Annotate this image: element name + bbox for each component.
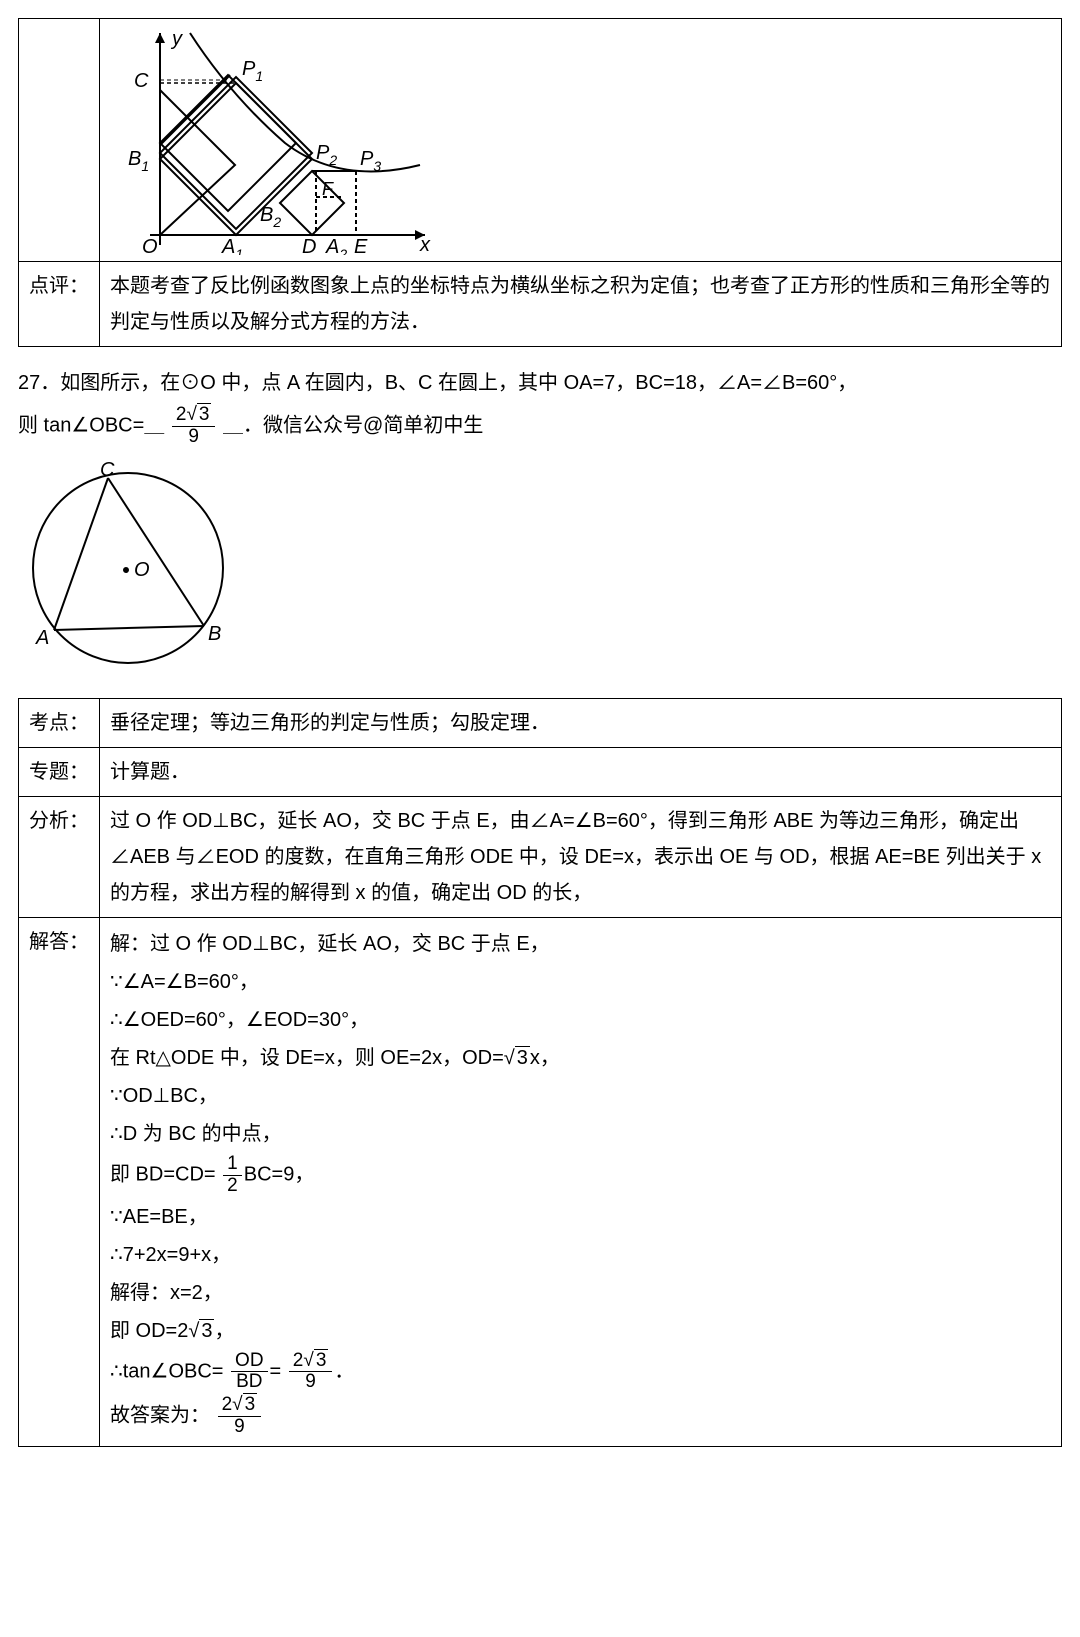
jd-l4: 在 Rt△ODE 中，设 DE=x，则 OE=2x，OD=√3x， (110, 1040, 1051, 1076)
svg-text:E: E (354, 236, 368, 255)
top-dianping-text: 本题考查了反比例函数图象上点的坐标特点为横纵坐标之积为定值；也考查了正方形的性质… (100, 262, 1062, 347)
jd-l13-d: 9 (218, 1417, 262, 1438)
jd-l12-f1n: OD (231, 1351, 268, 1373)
jd-l12-f2nr: 3 (314, 1349, 329, 1371)
jd-l12-pre: ∴tan∠OBC= (110, 1360, 223, 1382)
jd-l12-eq: = (270, 1360, 282, 1382)
jd-l12-f2na: 2 (293, 1350, 304, 1371)
svg-text:B1: B1 (128, 148, 149, 174)
svg-text:A: A (35, 627, 49, 649)
zhuanti-label: 专题： (19, 747, 100, 796)
jd-l6: ∴D 为 BC 的中点， (110, 1116, 1051, 1152)
svg-text:O: O (134, 559, 150, 581)
problem27: 27．如图所示，在⊙O 中，点 A 在圆内，B、C 在圆上，其中 OA=7，BC… (18, 365, 1062, 448)
jd-l7-den: 2 (223, 1176, 242, 1197)
svg-text:P3: P3 (360, 148, 381, 174)
p27-line2-pre: 则 tan∠OBC=＿ (18, 415, 164, 437)
jd-l7-num: 1 (223, 1154, 242, 1176)
jieda-cell: 解：过 O 作 OD⊥BC，延长 AO，交 BC 于点 E， ∵∠A=∠B=60… (100, 917, 1062, 1446)
p27-ans-rad: 3 (197, 403, 212, 425)
svg-text:x: x (419, 234, 431, 255)
svg-text:D: D (302, 236, 316, 255)
jd-l4-post: x， (530, 1047, 560, 1069)
svg-text:O: O (142, 236, 158, 255)
p27-line1: 如图所示，在⊙O 中，点 A 在圆内，B、C 在圆上，其中 OA=7，BC=18… (60, 372, 857, 394)
jd-l1: 解：过 O 作 OD⊥BC，延长 AO，交 BC 于点 E， (110, 926, 1051, 962)
jd-l12-f2d: 9 (289, 1372, 333, 1393)
top-dianping-label: 点评： (19, 262, 100, 347)
figure2-box: O C A B (18, 458, 1062, 678)
jd-l3: ∴∠OED=60°，∠EOD=30°， (110, 1002, 1051, 1038)
figure2-svg: O C A B (18, 458, 238, 678)
kaodian-label: 考点： (19, 698, 100, 747)
jd-l4-rad: 3 (515, 1046, 530, 1069)
p27-num: 27． (18, 372, 60, 394)
kaodian-text: 垂径定理；等边三角形的判定与性质；勾股定理． (100, 698, 1062, 747)
jd-l13-nr: 3 (243, 1393, 258, 1415)
svg-text:A1: A1 (221, 236, 243, 255)
p27-answer-frac: 2√3 9 (172, 405, 216, 448)
jd-l13-na: 2 (222, 1394, 233, 1415)
svg-text:C: C (134, 70, 149, 92)
fenxi-label: 分析： (19, 796, 100, 917)
jd-l9: ∴7+2x=9+x， (110, 1237, 1051, 1273)
jd-l12: ∴tan∠OBC= OD BD = 2√3 9 ． (110, 1351, 1051, 1394)
figure1-svg: y C B1 P1 P2 P3 B2 F O A1 D A2 E x (110, 25, 440, 255)
jd-l12-f1d: BD (231, 1372, 268, 1393)
jd-l7-pre: 即 BD=CD= (110, 1163, 216, 1185)
fig1-y-label: y (170, 28, 183, 50)
jd-l11-rad: 3 (199, 1319, 214, 1342)
svg-text:A2: A2 (325, 236, 347, 255)
jieda-label: 解答： (19, 917, 100, 1446)
jd-l12-frac2: 2√3 9 (289, 1351, 333, 1394)
jd-l11-pre: 即 OD=2 (110, 1320, 188, 1342)
p27-line2-post: ＿．微信公众号@简单初中生 (223, 415, 483, 437)
jd-l10: 解得：x=2， (110, 1275, 1051, 1311)
fenxi-text: 过 O 作 OD⊥BC，延长 AO，交 BC 于点 E，由∠A=∠B=60°，得… (100, 796, 1062, 917)
jd-l11-post: ， (214, 1320, 234, 1342)
top-figure-cell: y C B1 P1 P2 P3 B2 F O A1 D A2 E x (100, 19, 1062, 262)
p27-ans-numcoef: 2 (176, 404, 187, 425)
top-table: y C B1 P1 P2 P3 B2 F O A1 D A2 E x 点评： 本… (18, 18, 1062, 347)
svg-text:B: B (208, 623, 221, 645)
jd-l13-pre: 故答案为： (110, 1405, 210, 1427)
p27-ans-den: 9 (172, 427, 216, 448)
jd-l13: 故答案为： 2√3 9 (110, 1395, 1051, 1438)
jd-l4-pre: 在 Rt△ODE 中，设 DE=x，则 OE=2x，OD= (110, 1047, 504, 1069)
jd-l7: 即 BD=CD= 1 2 BC=9， (110, 1154, 1051, 1197)
jd-l12-post: ． (334, 1360, 354, 1382)
jd-l12-frac1: OD BD (231, 1351, 268, 1394)
jd-l5: ∵OD⊥BC， (110, 1078, 1051, 1114)
jd-l8: ∵AE=BE， (110, 1199, 1051, 1235)
svg-text:F: F (322, 179, 334, 199)
jd-l13-frac: 2√3 9 (218, 1395, 262, 1438)
svg-text:B2: B2 (260, 204, 281, 230)
jd-l7-post: BC=9， (244, 1163, 315, 1185)
jd-l7-frac: 1 2 (223, 1154, 242, 1197)
analysis-table: 考点： 垂径定理；等边三角形的判定与性质；勾股定理． 专题： 计算题． 分析： … (18, 698, 1062, 1447)
svg-text:P1: P1 (242, 58, 263, 84)
jd-l2: ∵∠A=∠B=60°， (110, 964, 1051, 1000)
jd-l11: 即 OD=2√3， (110, 1313, 1051, 1349)
svg-text:C: C (100, 459, 115, 481)
zhuanti-text: 计算题． (100, 747, 1062, 796)
top-figure-labelcell (19, 19, 100, 262)
